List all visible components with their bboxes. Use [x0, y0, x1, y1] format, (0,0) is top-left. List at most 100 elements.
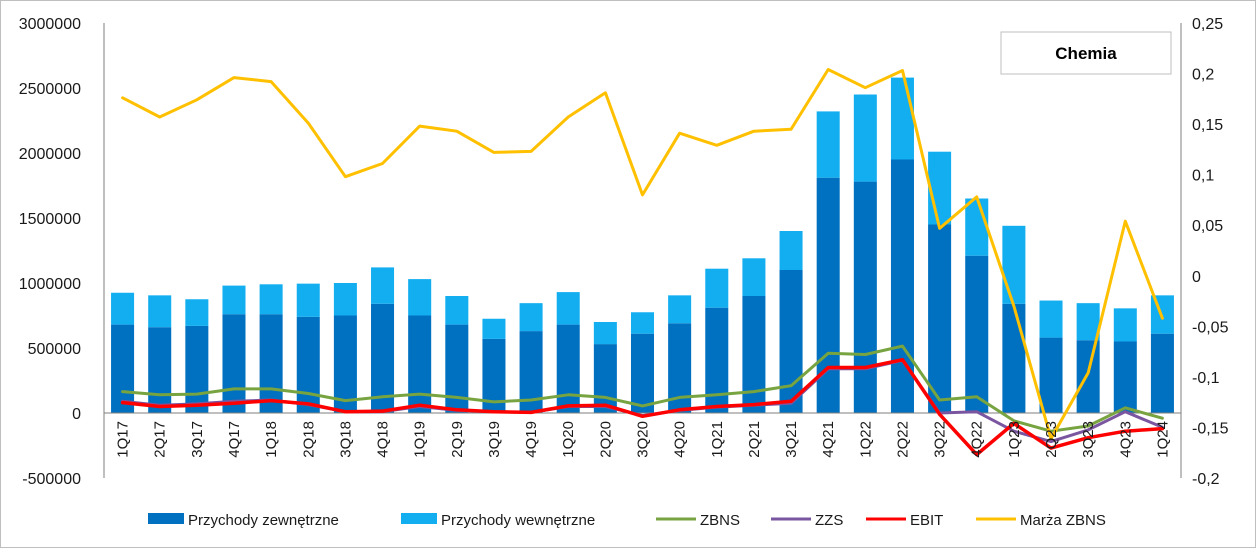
- left-tick-label: 1500000: [19, 211, 81, 228]
- x-tick-label: 1Q21: [709, 421, 726, 458]
- legend-label: EBIT: [910, 512, 943, 529]
- x-tick-label: 1Q19: [412, 421, 429, 458]
- legend-swatch: [148, 513, 184, 524]
- x-tick-label: 1Q23: [1006, 421, 1023, 458]
- right-tick-label: 0,15: [1192, 117, 1223, 134]
- left-tick-label: 3000000: [19, 16, 81, 33]
- left-tick-label: 2500000: [19, 81, 81, 98]
- left-axis-ticks: 3000000 2500000 2000000 1500000 1000000 50000…: [19, 16, 81, 488]
- x-tick-label: 4Q21: [820, 421, 837, 458]
- x-tick-label: 4Q20: [672, 421, 689, 458]
- legend-label: Przychody zewnętrzne: [188, 512, 339, 529]
- left-tick-label: 2000000: [19, 146, 81, 163]
- x-tick-label: 2Q23: [1043, 421, 1060, 458]
- legend-label: Marża ZBNS: [1020, 512, 1106, 529]
- bar-external: [333, 315, 357, 413]
- bar-internal: [333, 283, 357, 316]
- line-series: [120, 68, 1165, 457]
- x-tick-label: 3Q17: [189, 421, 206, 458]
- x-tick-label: 4Q23: [1117, 421, 1134, 458]
- bar-internal: [742, 258, 766, 296]
- bar-internal: [1076, 303, 1100, 341]
- bar-internal: [1039, 300, 1063, 338]
- bar-internal: [482, 318, 506, 339]
- right-tick-label: 0,25: [1192, 16, 1223, 33]
- bar-external: [1076, 340, 1100, 413]
- bar-external: [111, 324, 135, 413]
- bar-external: [779, 270, 803, 413]
- line-ebit: [120, 357, 1165, 457]
- bar-internal: [630, 312, 655, 334]
- x-tick-label: 2Q22: [894, 421, 911, 458]
- legend: Przychody zewnętrzne Przychody wewnętrzne…: [148, 512, 1106, 529]
- bar-internal: [148, 295, 172, 328]
- bar-external: [408, 315, 432, 413]
- bar-internal: [593, 322, 617, 345]
- left-tick-label: 0: [72, 406, 81, 423]
- bar-external: [259, 314, 283, 413]
- right-tick-label: 0: [1192, 269, 1201, 286]
- bar-internal: [296, 283, 320, 317]
- bar-internal: [111, 292, 135, 325]
- right-tick-label: -0,2: [1192, 471, 1220, 488]
- x-tick-label: 3Q20: [635, 421, 652, 458]
- bar-internal: [1002, 225, 1026, 304]
- x-tick-label: 1Q24: [1154, 421, 1171, 458]
- bar-internal: [185, 299, 209, 326]
- x-tick-label: 1Q17: [115, 421, 132, 458]
- chart-title-box: Chemia: [1000, 31, 1172, 75]
- bar-external: [742, 296, 766, 413]
- x-tick-label: 3Q18: [337, 421, 354, 458]
- legend-label: ZZS: [815, 512, 843, 529]
- bar-external: [148, 327, 172, 413]
- bar-external: [519, 331, 543, 413]
- right-tick-label: 0,05: [1192, 218, 1223, 235]
- right-tick-label: -0,05: [1192, 319, 1229, 336]
- bar-internal: [445, 296, 469, 325]
- bar-internal: [779, 231, 803, 270]
- x-tick-label: 3Q19: [486, 421, 503, 458]
- x-tick-label: 4Q22: [969, 421, 986, 458]
- bar-external: [445, 324, 469, 413]
- bar-external: [593, 344, 617, 413]
- bar-external: [1113, 341, 1137, 413]
- bar-internal: [1113, 308, 1137, 342]
- bar-external: [1039, 337, 1063, 413]
- bar-external: [928, 224, 952, 413]
- legend-label: ZBNS: [700, 512, 740, 529]
- left-tick-label: 1000000: [19, 276, 81, 293]
- bar-internal: [965, 198, 989, 256]
- bar-external: [965, 255, 989, 413]
- x-tick-label: 2Q21: [746, 421, 763, 458]
- bar-external: [222, 314, 246, 413]
- bar-external: [185, 325, 209, 413]
- x-tick-label: 2Q17: [152, 421, 169, 458]
- bar-external: [668, 323, 692, 413]
- bar-internal: [408, 279, 432, 316]
- x-axis-ticks: 1Q17 2Q17 3Q17 4Q17 1Q18 2Q18 3Q18 4Q18 1Q19 2Q19…: [115, 421, 1172, 458]
- left-tick-label: 500000: [28, 341, 81, 358]
- x-tick-label: 1Q22: [857, 421, 874, 458]
- bar-internal: [890, 77, 914, 160]
- bar-external: [296, 316, 320, 413]
- x-tick-label: 2Q20: [597, 421, 614, 458]
- bar-internal: [816, 111, 840, 178]
- bar-internal: [556, 292, 580, 325]
- bar-internal: [519, 303, 543, 332]
- bar-internal: [668, 295, 692, 324]
- bar-external: [705, 307, 729, 413]
- x-tick-label: 3Q23: [1080, 421, 1097, 458]
- bar-internal: [705, 268, 729, 308]
- bar-external: [482, 338, 506, 413]
- bar-external: [1002, 303, 1026, 413]
- left-tick-label: -500000: [22, 471, 81, 488]
- x-tick-label: 2Q19: [449, 421, 466, 458]
- x-tick-label: 1Q20: [560, 421, 577, 458]
- bar-external: [853, 181, 877, 413]
- x-tick-label: 2Q18: [300, 421, 317, 458]
- bar-external: [556, 324, 580, 413]
- right-axis-ticks: 0,25 0,2 0,15 0,1 0,05 0 -0,05 -0,1 -0,15 -0,2: [1192, 16, 1229, 488]
- bar-internal: [371, 267, 395, 304]
